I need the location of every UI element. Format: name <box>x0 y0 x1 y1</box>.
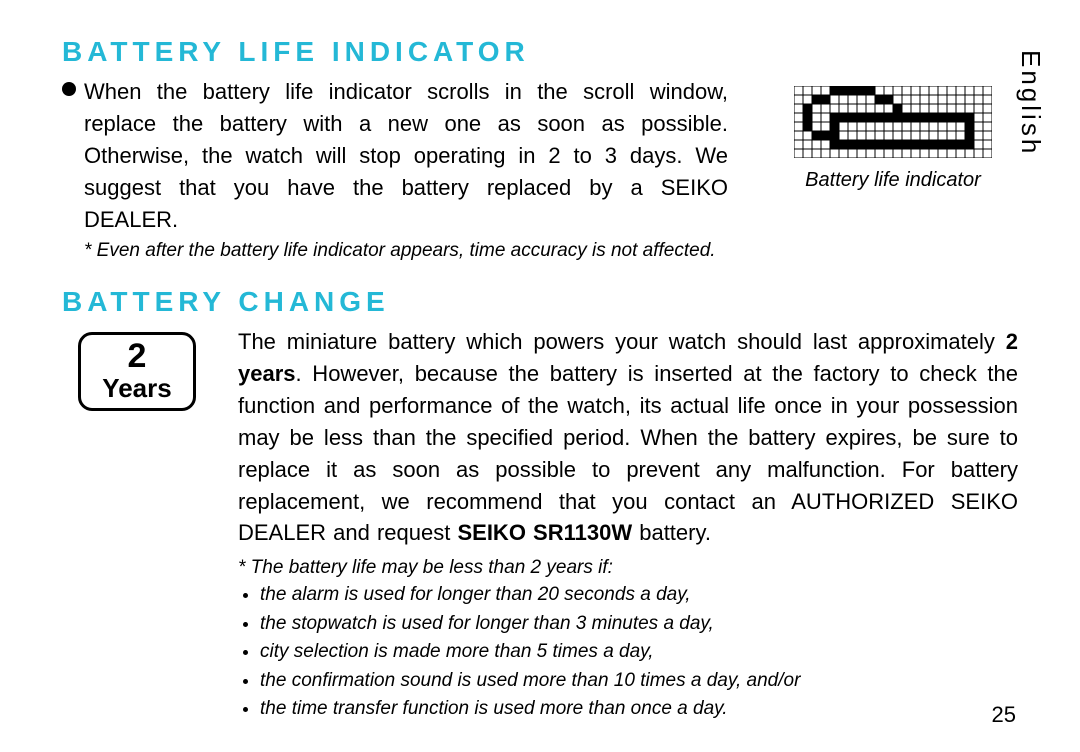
body-after: battery. <box>632 520 711 545</box>
notes-list: the alarm is used for longer than 20 sec… <box>238 581 1018 724</box>
indicator-grid <box>794 86 992 158</box>
bullet-icon <box>62 82 76 96</box>
section1-text-block: When the battery life indicator scrolls … <box>62 76 728 264</box>
notes-lead: * The battery life may be less than 2 ye… <box>238 557 1018 579</box>
section1-row: When the battery life indicator scrolls … <box>62 76 1018 264</box>
years-box: 2 Years <box>78 332 196 411</box>
indicator-figure: Battery life indicator <box>768 86 1018 192</box>
page-number: 25 <box>992 702 1016 728</box>
years-box-wrap: 2 Years <box>62 326 212 411</box>
years-number: 2 <box>87 339 187 375</box>
section2: BATTERY CHANGE 2 Years The miniature bat… <box>62 286 1018 724</box>
notes-item: the time transfer function is used more … <box>260 695 1018 724</box>
section2-notes: * The battery life may be less than 2 ye… <box>238 557 1018 724</box>
section1-footnote: * Even after the battery life indicator … <box>84 239 728 264</box>
indicator-svg <box>794 86 992 158</box>
body-mid: . However, because the battery is insert… <box>238 361 1018 545</box>
body-pre: The miniature battery which powers your … <box>238 329 1006 354</box>
notes-item: the confirmation sound is used more than… <box>260 667 1018 696</box>
section1-bullet: When the battery life indicator scrolls … <box>62 76 728 235</box>
notes-item: the alarm is used for longer than 20 sec… <box>260 581 1018 610</box>
indicator-caption: Battery life indicator <box>768 169 1018 192</box>
section2-row: 2 Years The miniature battery which powe… <box>62 326 1018 724</box>
notes-item: city selection is made more than 5 times… <box>260 638 1018 667</box>
heading-battery-life-indicator: BATTERY LIFE INDICATOR <box>62 36 1018 68</box>
manual-page: English BATTERY LIFE INDICATOR When the … <box>0 0 1080 752</box>
years-word: Years <box>87 375 187 402</box>
language-label: English <box>1015 50 1046 156</box>
notes-item: the stopwatch is used for longer than 3 … <box>260 610 1018 639</box>
heading-battery-change: BATTERY CHANGE <box>62 286 1018 318</box>
body-bold-model: SEIKO SR1130W <box>457 520 632 545</box>
section2-text-block: The miniature battery which powers your … <box>238 326 1018 724</box>
section1-body: When the battery life indicator scrolls … <box>84 76 728 235</box>
section2-body: The miniature battery which powers your … <box>238 326 1018 549</box>
